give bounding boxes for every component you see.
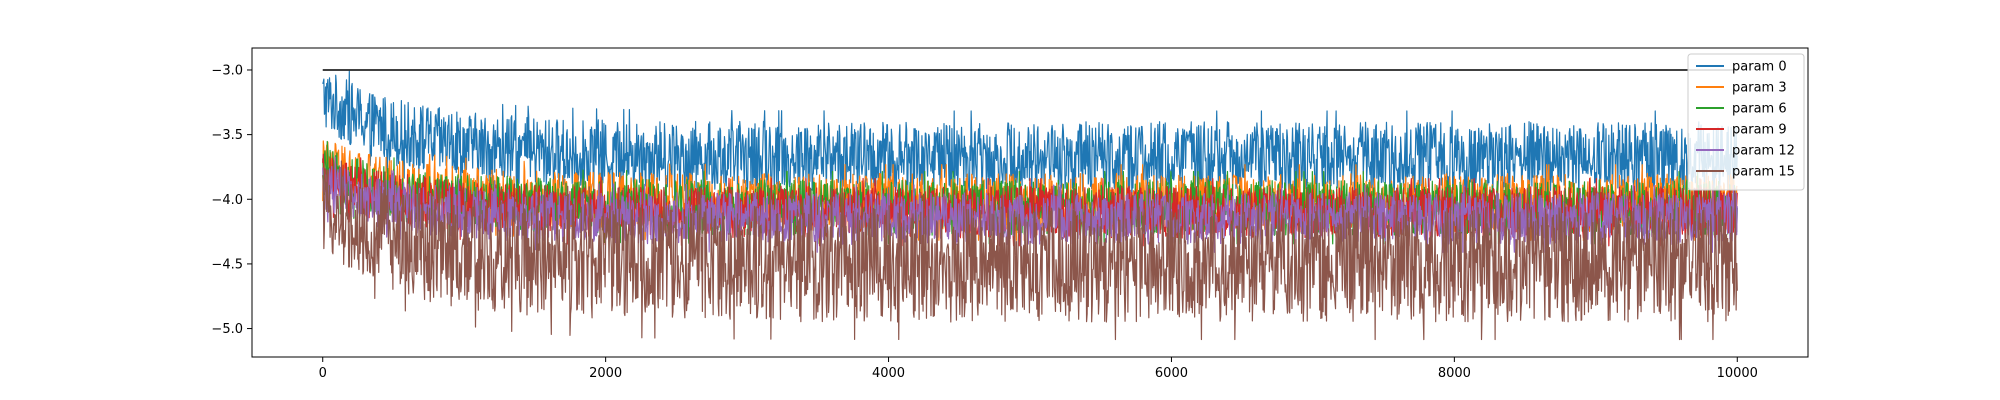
x-tick-label: 4000 — [872, 366, 905, 381]
y-axis: −3.0 −3.5 −4.0 −4.5 −5.0 — [211, 63, 252, 337]
y-tick-label: −4.0 — [211, 193, 243, 208]
series-line-param-12 — [322, 156, 1738, 253]
x-tick-label: 8000 — [1438, 366, 1471, 381]
series-line-param-15 — [322, 160, 1738, 341]
legend-label: param 9 — [1732, 123, 1787, 138]
legend-label: param 3 — [1732, 81, 1787, 96]
x-tick-label: 0 — [319, 366, 327, 381]
x-tick-label: 6000 — [1155, 366, 1188, 381]
y-tick-label: −3.0 — [211, 63, 243, 78]
series-layer — [322, 70, 1738, 341]
x-tick-label: 10000 — [1717, 366, 1758, 381]
legend-label: param 0 — [1732, 60, 1787, 75]
y-tick-label: −3.5 — [211, 128, 243, 143]
x-axis: 0 2000 4000 6000 8000 10000 — [319, 357, 1758, 381]
legend-label: param 6 — [1732, 102, 1787, 117]
legend-label: param 15 — [1732, 165, 1795, 180]
axes-frame — [251, 47, 1809, 358]
x-tick-label: 2000 — [589, 366, 622, 381]
y-tick-label: −4.5 — [211, 257, 243, 272]
y-tick-label: −5.0 — [211, 322, 243, 337]
legend: param 0 param 3 param 6 param 9 param 12 para… — [1687, 53, 1805, 191]
legend-label: param 12 — [1732, 144, 1795, 159]
series-line-param-0 — [322, 70, 1738, 205]
